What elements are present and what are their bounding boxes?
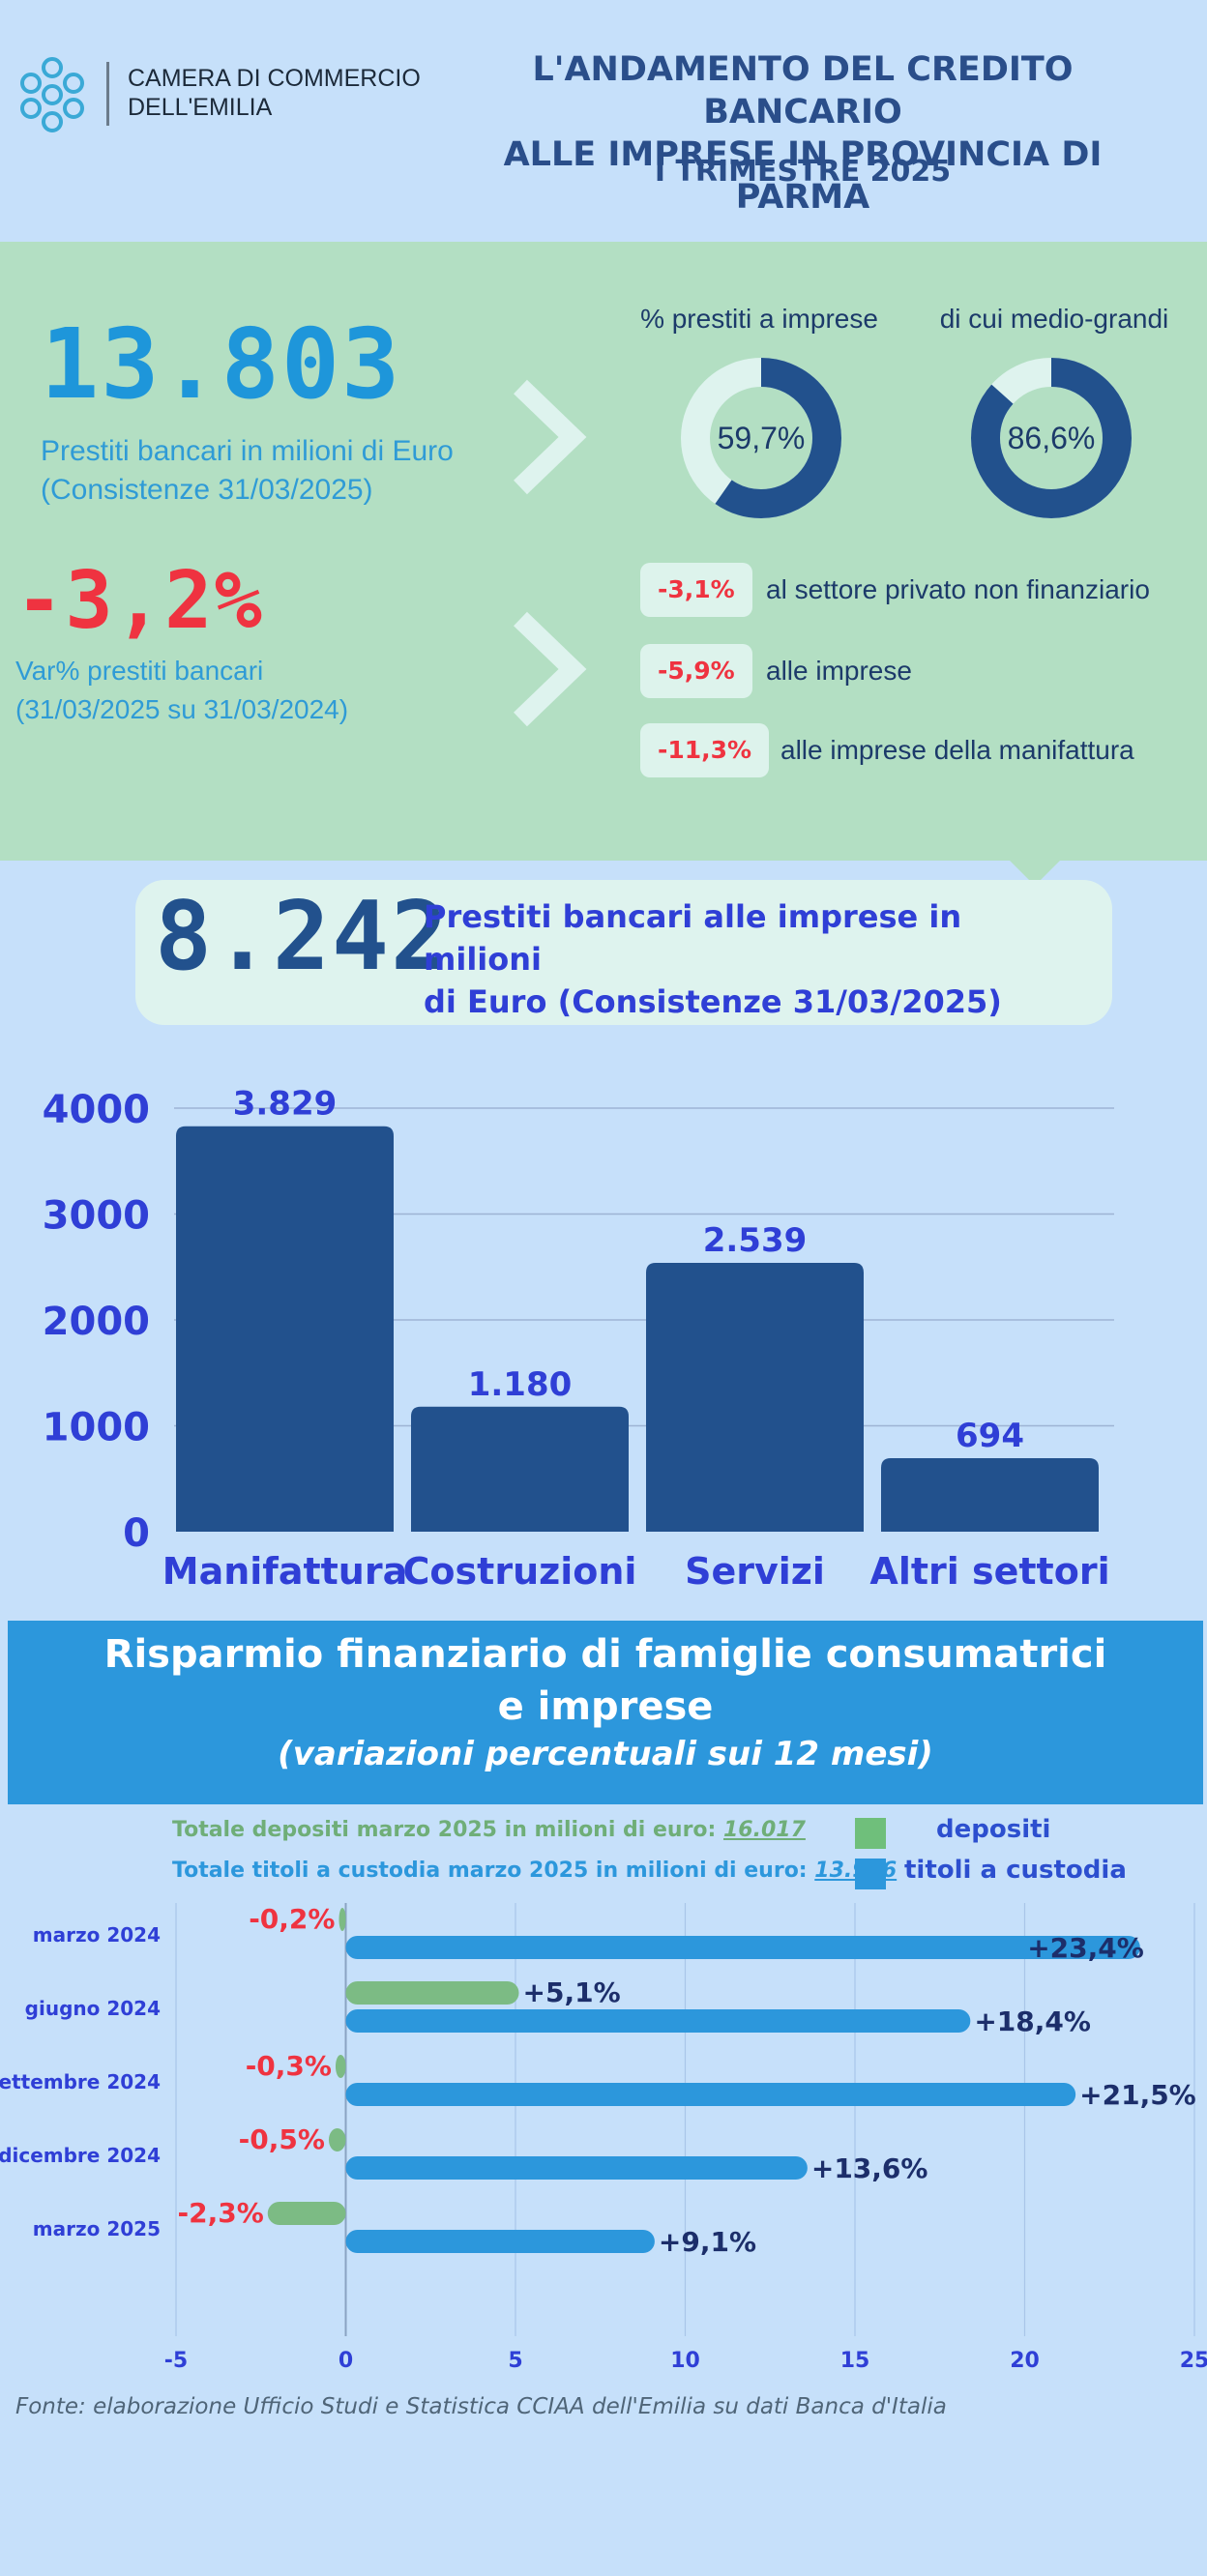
deposits-bar <box>339 1908 346 1931</box>
savings-title: Risparmio finanziario di famiglie consum… <box>103 1632 1107 1729</box>
bar <box>881 1458 1099 1532</box>
variation-value-badge: -3,1% <box>640 563 752 617</box>
logo-divider <box>106 62 109 126</box>
total-titles-label: Totale titoli a custodia marzo 2025 in m… <box>172 1859 815 1883</box>
bar-value-label: 694 <box>956 1417 1024 1455</box>
chevron-right-icon <box>514 379 587 495</box>
page-title: L'ANDAMENTO DEL CREDITO BANCARIO ALLE IM… <box>503 50 1103 217</box>
category-label: settembre 2024 <box>0 2070 161 2093</box>
titles-bar <box>345 1936 1140 1959</box>
firm-loans-label: Prestiti bancari alle imprese in milioni… <box>424 898 1002 1020</box>
chevron-right-icon <box>514 611 587 727</box>
callout-box <box>135 880 1112 1025</box>
bar-value-label: 2.539 <box>703 1221 808 1260</box>
savings-subtitle: (variazioni percentuali sui 12 mesi) <box>278 1735 933 1773</box>
deposits-bar <box>328 2128 346 2152</box>
x-tick-label: 15 <box>840 2349 870 2373</box>
titles-bar <box>345 2230 655 2253</box>
donut-label-loans-to-firms: % prestiti a imprese <box>640 304 878 334</box>
category-label: marzo 2025 <box>33 2217 161 2240</box>
source-note: Fonte: elaborazione Ufficio Studi e Stat… <box>15 2394 947 2419</box>
x-tick-label: 10 <box>670 2349 700 2373</box>
bar-value-label: 3.829 <box>233 1085 338 1124</box>
titles-value-label: +13,6% <box>811 2152 928 2184</box>
total-deposits-line: Totale depositi marzo 2025 in milioni di… <box>172 1818 806 1842</box>
x-tick-label: 0 <box>339 2349 353 2373</box>
legend-swatch-titles <box>855 1859 886 1889</box>
total-deposits-value: 16.017 <box>723 1818 806 1842</box>
deposits-value-label: -0,3% <box>246 2050 332 2082</box>
category-label: giugno 2024 <box>25 1997 161 2020</box>
donut-value: 86,6% <box>1008 421 1096 455</box>
donut-value: 59,7% <box>718 421 806 455</box>
deposits-bar <box>335 2055 346 2078</box>
x-tick-label: 20 <box>1010 2349 1040 2373</box>
x-tick-label: 25 <box>1180 2349 1207 2373</box>
y-tick-label: 2000 <box>43 1300 150 1344</box>
variation-value-badge: -5,9% <box>640 644 752 698</box>
sector-bar-chart: 0 1000 2000 3000 4000 3.829 Manifattura 1.180 Co… <box>43 1085 1114 1593</box>
bar-value-label: 1.180 <box>468 1365 573 1404</box>
donut-chart-medium-large: 86,6% <box>971 358 1132 518</box>
titles-value-label: +21,5% <box>1079 2079 1196 2111</box>
x-tick-label: -5 <box>164 2349 188 2373</box>
titles-value-label: +23,4% <box>1027 1932 1144 1964</box>
header <box>0 0 1207 242</box>
bar <box>176 1126 394 1532</box>
savings-header <box>8 1621 1203 1804</box>
y-tick-label: 0 <box>123 1511 150 1556</box>
deposits-bar <box>267 2202 346 2225</box>
loans-variation-value: -3,2% <box>15 555 264 647</box>
legend-label-deposits: depositi <box>936 1815 1051 1844</box>
total-loans-label: Prestiti bancari in milioni di Euro (Con… <box>41 435 454 506</box>
donut-arc <box>971 358 1132 518</box>
y-tick-label: 4000 <box>43 1088 150 1132</box>
deposits-value-label: -2,3% <box>177 2197 263 2229</box>
firm-loans-value: 8.242 <box>155 882 451 992</box>
total-titles-line: Totale titoli a custodia marzo 2025 in m… <box>172 1859 897 1883</box>
x-category-label: Costruzioni <box>403 1550 637 1593</box>
y-tick-label: 1000 <box>43 1406 150 1450</box>
titles-bar <box>345 2156 808 2180</box>
category-label: marzo 2024 <box>33 1923 161 1947</box>
deposits-value-label: -0,5% <box>239 2123 325 2155</box>
legend-swatch-deposits <box>855 1818 886 1849</box>
total-loans-value: 13.803 <box>41 307 402 421</box>
x-category-label: Servizi <box>685 1550 825 1593</box>
x-tick-label: 5 <box>508 2349 522 2373</box>
legend-label-titles: titoli a custodia <box>904 1856 1127 1885</box>
logo-icon <box>20 57 84 132</box>
donut-label-medium-large: di cui medio-grandi <box>939 304 1169 334</box>
variation-value-badge: -11,3% <box>640 723 770 777</box>
category-label: dicembre 2024 <box>0 2144 161 2167</box>
savings-bar-chart: -5 0 5 10 15 20 25 marzo 2024 -0,2% +23,4% giugno … <box>0 1903 1207 2373</box>
donut-chart-loans-to-firms: 59,7% <box>681 358 841 518</box>
loans-variation-label: Var% prestiti bancari (31/03/2025 su 31/… <box>15 656 349 724</box>
deposits-value-label: +5,1% <box>523 1976 621 2008</box>
org-name: CAMERA DI COMMERCIO DELL'EMILIA <box>128 65 421 121</box>
summary-section <box>0 242 1207 861</box>
donut-arc <box>681 358 841 518</box>
period-label: I TRIMESTRE 2025 <box>654 155 952 189</box>
titles-bar <box>345 2009 971 2033</box>
x-category-label: Manifattura <box>162 1550 407 1593</box>
bar <box>411 1406 629 1532</box>
titles-value-label: +18,4% <box>974 2005 1091 2037</box>
variation-text: alle imprese della manifattura <box>780 735 1134 765</box>
y-tick-label: 3000 <box>43 1194 150 1239</box>
x-category-label: Altri settori <box>869 1550 1109 1593</box>
total-deposits-label: Totale depositi marzo 2025 in milioni di… <box>172 1818 723 1842</box>
deposits-value-label: -0,2% <box>249 1903 335 1935</box>
variation-text: alle imprese <box>766 656 912 686</box>
titles-bar <box>345 2083 1076 2106</box>
bar <box>646 1262 864 1532</box>
variation-text: al settore privato non finanziario <box>766 574 1150 604</box>
titles-value-label: +9,1% <box>659 2226 756 2258</box>
deposits-bar <box>345 1981 519 2005</box>
